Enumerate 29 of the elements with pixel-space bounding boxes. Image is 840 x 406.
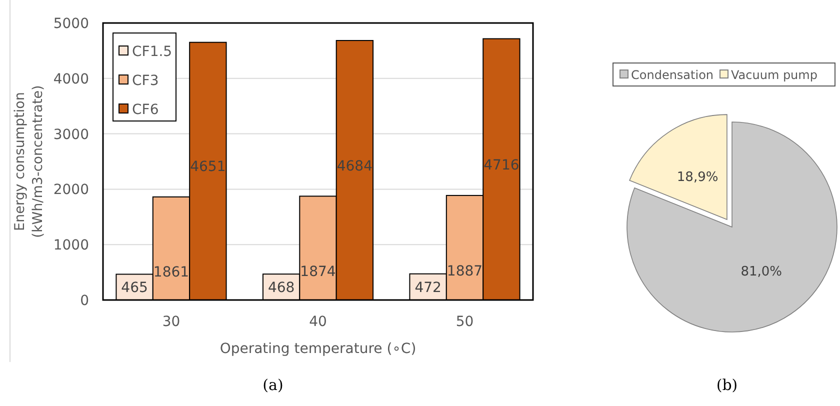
y-tick-label: 3000 xyxy=(53,126,89,143)
x-tick-label: 50 xyxy=(456,314,474,330)
x-tick-label: 30 xyxy=(162,314,180,330)
data-label: 465 xyxy=(121,280,148,296)
legend-label: Condensation xyxy=(631,68,714,82)
data-label: 4651 xyxy=(190,159,226,176)
data-label: 18,9% xyxy=(676,170,718,186)
y-tick-label: 5000 xyxy=(53,16,89,32)
data-label: 4684 xyxy=(336,158,373,174)
y-tick-label: 0 xyxy=(80,293,89,309)
data-label: 4716 xyxy=(484,157,520,174)
data-label: 1861 xyxy=(153,264,190,280)
y-axis-title: Energy consumption (kWh/m3-concentrate) xyxy=(12,85,46,238)
data-label: 1874 xyxy=(300,264,336,280)
x-tick-label: 40 xyxy=(309,314,327,330)
data-label: 81,0% xyxy=(740,264,782,280)
y-tick-label: 1000 xyxy=(53,238,89,254)
data-label: 472 xyxy=(414,280,442,296)
y-tick-label: 2000 xyxy=(53,182,89,198)
legend-label: CF3 xyxy=(132,73,159,89)
text: (a) xyxy=(262,376,284,394)
legend-label: Vacuum pump xyxy=(731,68,818,82)
data-label: 468 xyxy=(268,280,295,296)
text: (b) xyxy=(716,376,738,394)
legend-label: CF1.5 xyxy=(132,44,172,60)
data-label: 1887 xyxy=(446,264,483,280)
y-tick-label: 4000 xyxy=(53,71,89,88)
legend-label: CF6 xyxy=(132,102,159,118)
x-axis-title: Operating temperature (∘C) xyxy=(220,341,416,357)
